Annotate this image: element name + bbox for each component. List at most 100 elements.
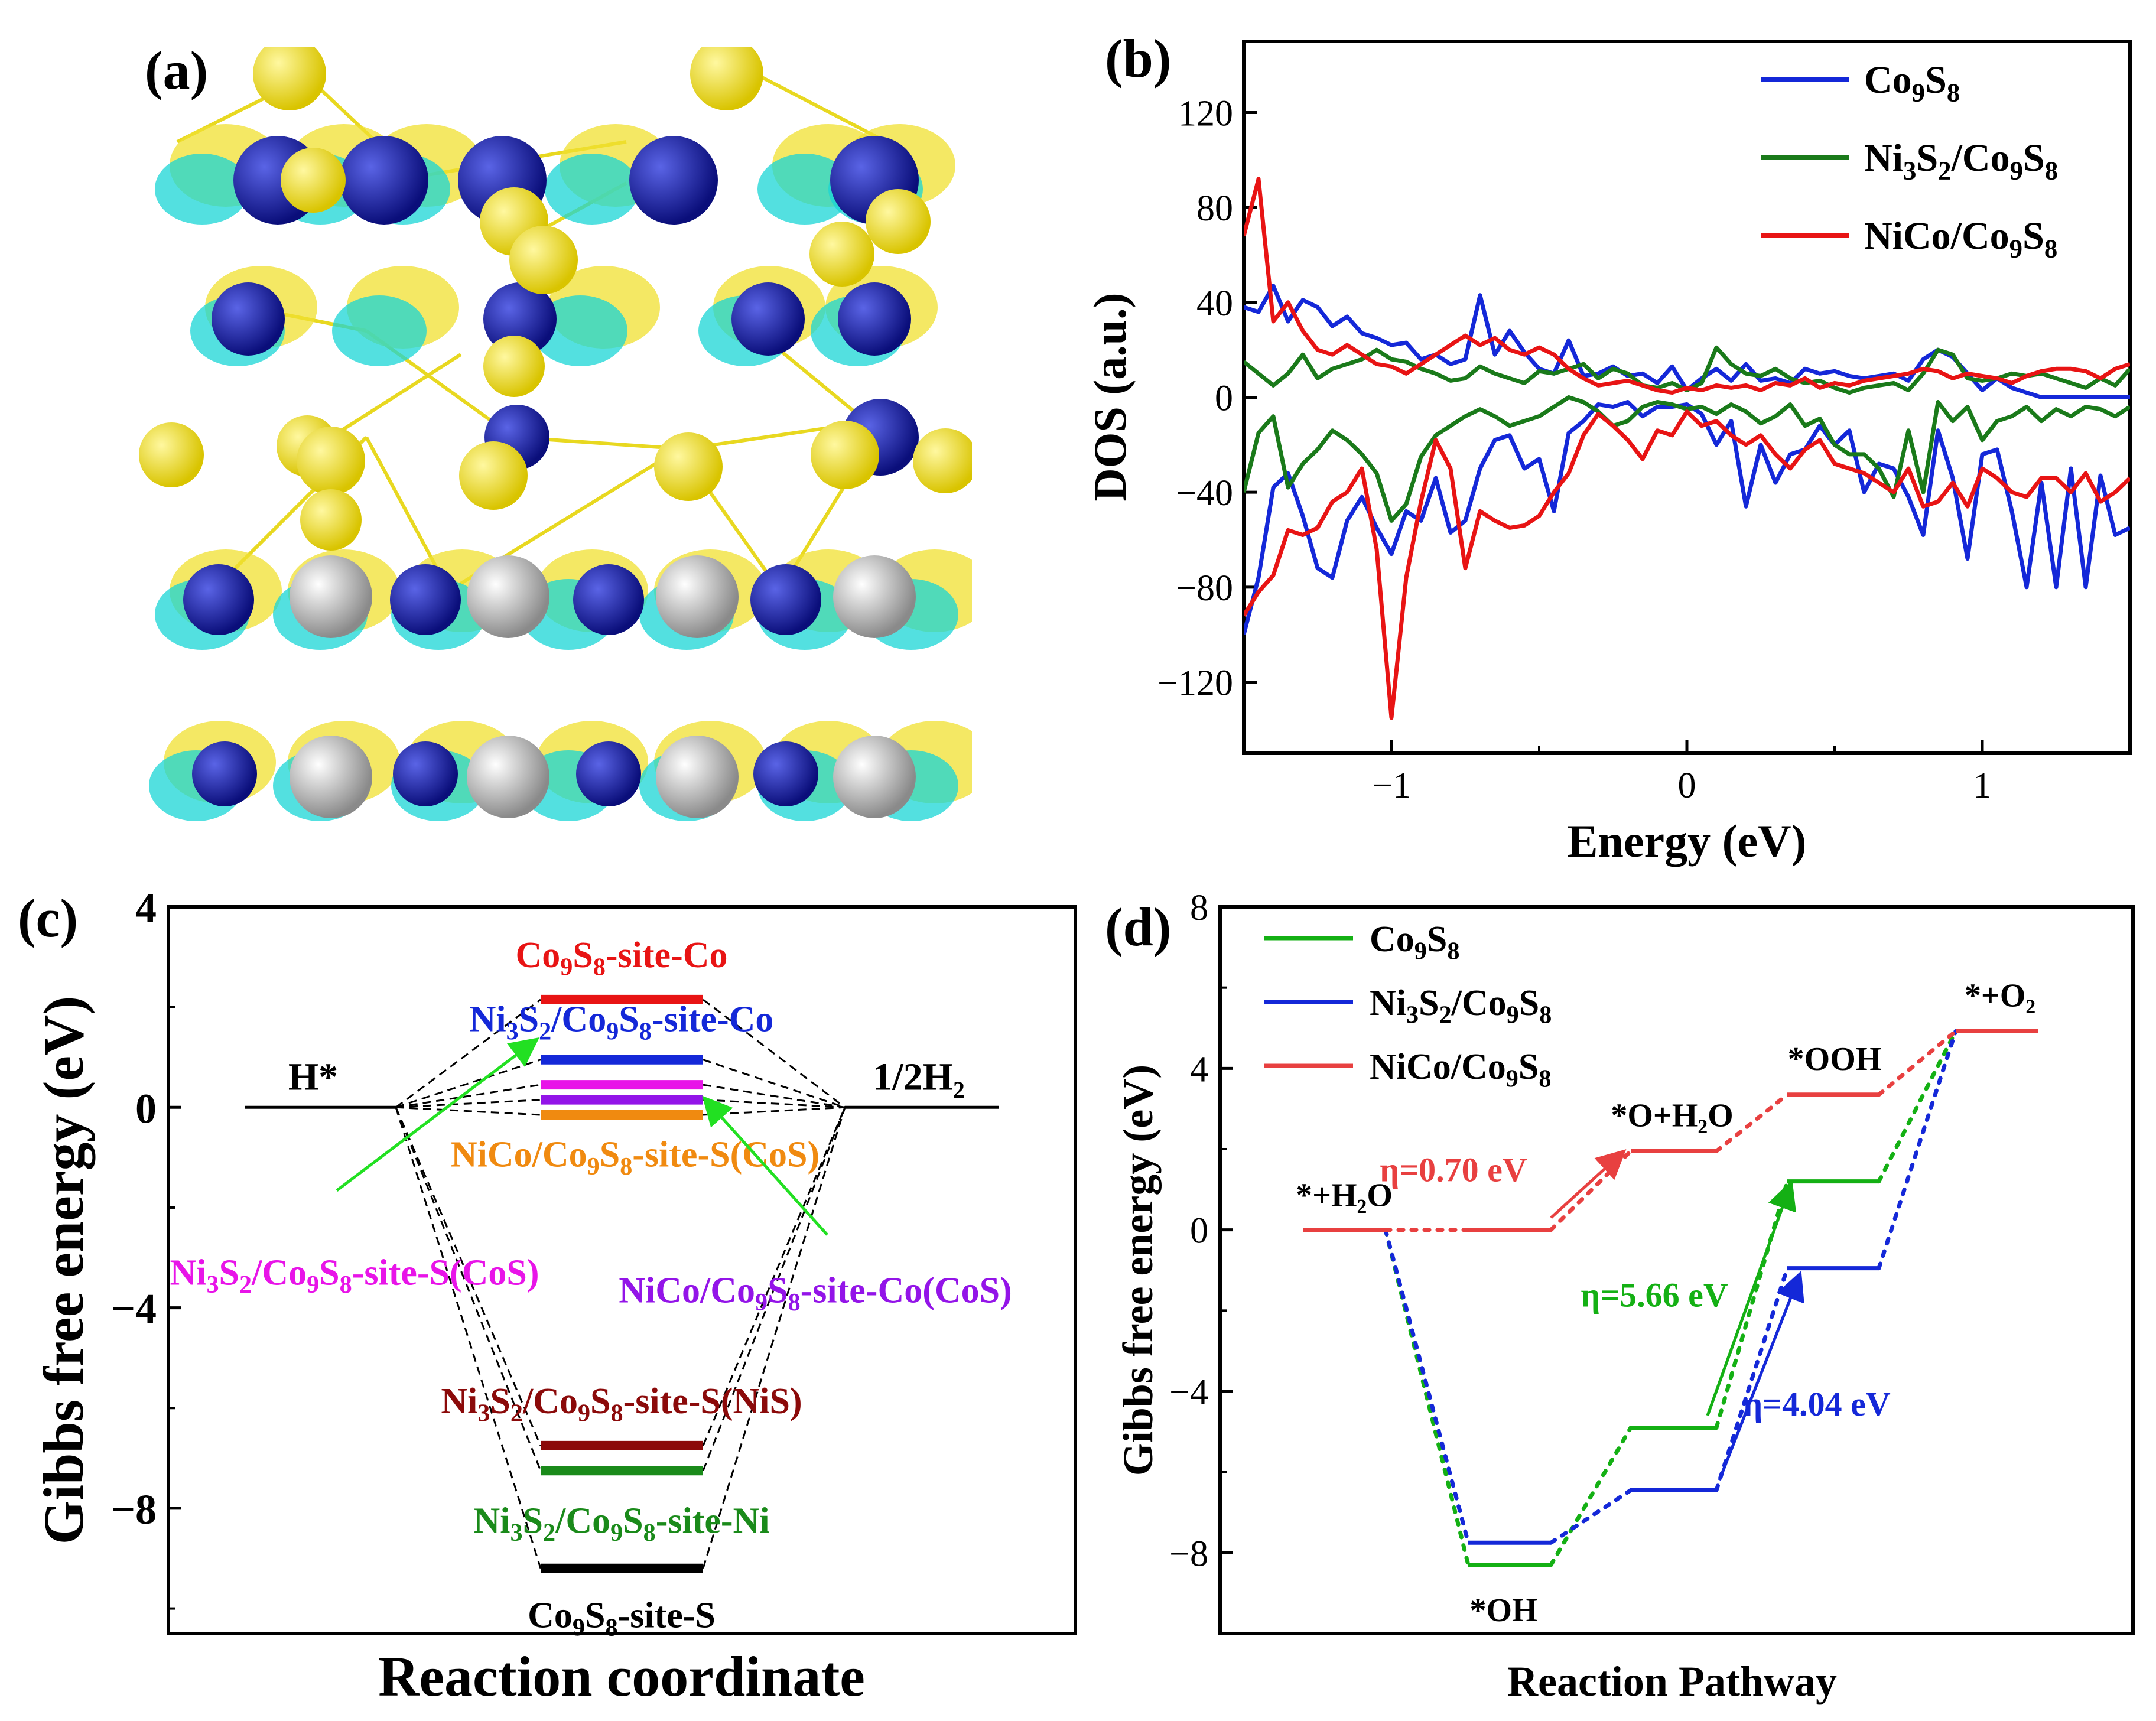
ni-atom (290, 555, 372, 638)
s-atom (913, 428, 972, 493)
panel-d-axes: −8 −4 0 4 8 (1169, 888, 1233, 1574)
eta-label: η=0.70 eV (1380, 1151, 1527, 1189)
panel-b-label: (b) (1105, 28, 1171, 89)
dos-line-nico (1244, 177, 2130, 395)
step-label: *OH (1469, 1592, 1537, 1629)
co-atom (390, 564, 461, 635)
isosurface-cyan (332, 295, 427, 366)
co-atom (753, 741, 818, 806)
y-tick-label: −4 (111, 1286, 157, 1333)
y-tick-label: 4 (135, 884, 157, 932)
y-tick-label: 8 (1190, 888, 1208, 928)
connector-dash (395, 1084, 541, 1108)
co-atom (212, 282, 285, 356)
connector-dash (702, 1107, 846, 1569)
level-label: Co9​S8​-site-S (528, 1596, 716, 1642)
start-label: H* (288, 1055, 338, 1098)
co-atom (750, 564, 821, 635)
dos-line-nico (1244, 409, 2130, 720)
legend-label: NiCo/Co9​S8​ (1370, 1047, 1551, 1093)
co-atom (731, 282, 805, 356)
step-connector-d_green (1877, 1029, 1958, 1184)
legend-label: Ni3​S2​/Co9​S8​ (1370, 983, 1552, 1029)
legend-label: NiCo/Co9​S8​ (1864, 214, 2057, 263)
y-tick-label: −120 (1157, 663, 1233, 704)
s-atom (281, 148, 346, 213)
connector-dash (395, 998, 541, 1108)
y-tick-label: 120 (1178, 94, 1233, 134)
ni-atom (656, 736, 739, 818)
x-tick-label: 1 (1973, 766, 1992, 806)
y-tick-label: 80 (1196, 188, 1233, 229)
panel-d-xlabel: Reaction Pathway (1507, 1658, 1837, 1705)
co-atom (573, 564, 644, 635)
ni-atom (656, 555, 739, 638)
panel-d-label: (d) (1105, 897, 1171, 957)
panel-d-legend: Co9​S8​ Ni3​S2​/Co9​S8​ NiCo/Co9​S8​ (1264, 919, 1552, 1093)
panel-d-series: *+H₂O *OH *O+H₂O *OOH *+O₂ η=0.70 eV η=5.66 eV… (1296, 977, 2038, 1629)
isosurface-cyan (533, 295, 627, 366)
legend-label: Co9​S8​ (1370, 919, 1459, 965)
y-tick-label: −80 (1176, 568, 1233, 609)
s-atom (809, 222, 874, 287)
co-atom (576, 741, 641, 806)
step-label: *OOH (1788, 1041, 1882, 1078)
connector-dash (703, 1059, 846, 1108)
step-connector-d_blue (1714, 1266, 1790, 1492)
co-atom (483, 282, 557, 356)
x-tick-label: 0 (1678, 766, 1696, 806)
co-atom (393, 741, 458, 806)
connector-dash (395, 1107, 542, 1471)
level-label: NiCo/Co9​S8​-site-Co(CoS) (619, 1270, 1012, 1316)
y-tick-label: 40 (1196, 284, 1233, 324)
step-connector-d_red (1714, 1092, 1790, 1153)
connector-dash (395, 1107, 542, 1569)
y-tick-label: 0 (1190, 1211, 1208, 1251)
level-label: NiCo/Co9​S8​-site-S(CoS) (451, 1134, 820, 1180)
s-atom (811, 421, 879, 489)
level-label: Ni3​S2​/Co9​S8​-site-Ni (473, 1501, 769, 1547)
panel-b-xlabel: Energy (eV) (1567, 815, 1806, 867)
connector-dash (395, 1107, 542, 1446)
panel-a: (a) (133, 40, 972, 833)
panel-d: −8 −4 0 4 8 *+H₂O *OH *O+H₂O *OOH *+O₂ η=0.70 eV η… (1105, 888, 2135, 1705)
panel-b: −1 0 1 −120 −80 −40 0 40 80 120 (b) Energy (eV) D… (1084, 28, 2132, 867)
panel-c-frame (167, 905, 1077, 1635)
dos-line-ni (1244, 345, 2130, 395)
s-atom (300, 489, 362, 551)
y-tick-label: 0 (135, 1085, 157, 1132)
step-label: *O+H₂O (1611, 1097, 1733, 1134)
co-atom (192, 741, 257, 806)
eta-arrow (1706, 1180, 1796, 1416)
panel-c-ylabel: Gibbs free energy (eV) (32, 996, 95, 1545)
s-atom (690, 47, 763, 110)
co-atom (629, 136, 718, 225)
s-atom (139, 422, 204, 487)
step-connector-d_blue (1383, 1228, 1471, 1545)
ni-atom (290, 736, 372, 818)
connector-dash (395, 1106, 541, 1116)
s-atom (509, 226, 578, 294)
connector-dash (395, 1059, 541, 1108)
eta-arrow (1718, 1270, 1804, 1481)
y-tick-label: −8 (1169, 1534, 1208, 1574)
panel-a-label: (a) (145, 40, 208, 100)
connector-dash (702, 1107, 846, 1446)
s-atom (253, 47, 326, 110)
y-tick-label: −4 (1169, 1372, 1208, 1413)
step-label: *+O₂ (1965, 977, 2035, 1014)
step-connector-d_blue (1877, 1029, 1958, 1271)
connector-dash (702, 1107, 846, 1471)
s-atom (654, 432, 723, 501)
dos-line-co (1244, 400, 2130, 636)
s-atom (459, 441, 528, 510)
panel-d-ylabel: Gibbs free energy (eV) (1114, 1065, 1162, 1476)
connector-dash (703, 998, 846, 1108)
step-label: *+H₂O (1296, 1177, 1393, 1214)
end-label: 1/2H₂ (873, 1055, 964, 1098)
connector-dash (703, 1106, 846, 1116)
panel-c-label: (c) (18, 888, 78, 948)
structure-image (139, 47, 972, 821)
x-tick-label: −1 (1372, 766, 1411, 806)
panel-c-levels: H* 1/2H₂ Co9​S8​-site-Co Ni3​S2​/Co9​S8​-si… (170, 935, 1012, 1641)
